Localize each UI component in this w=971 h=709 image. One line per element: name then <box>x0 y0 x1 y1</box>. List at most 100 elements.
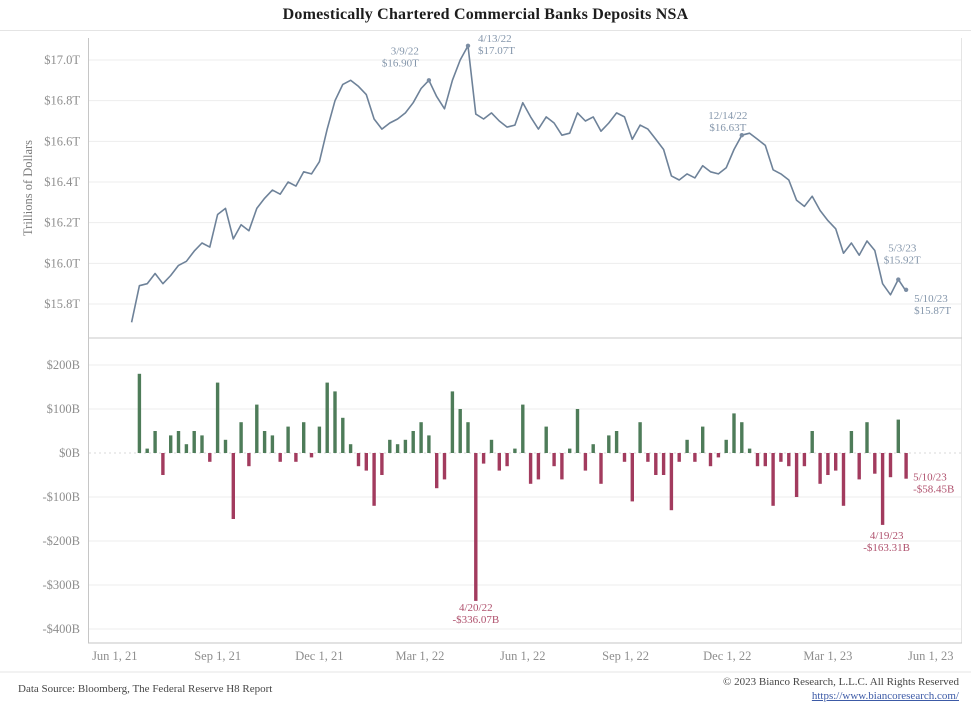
y-tick-label-top: $16.6T <box>44 134 80 148</box>
line-annotation: 5/10/23$15.87T <box>914 293 951 317</box>
annotation-marker <box>465 43 471 48</box>
y-tick-label-bottom: -$200B <box>43 534 81 548</box>
change-bar <box>341 417 345 453</box>
gridlines <box>0 30 971 630</box>
change-bar <box>810 431 814 453</box>
change-bar <box>544 426 548 453</box>
change-bar <box>474 453 478 601</box>
change-bar <box>466 422 470 453</box>
change-bar <box>481 453 486 464</box>
copyright-text: © 2023 Bianco Research, L.L.C. All Right… <box>723 676 959 688</box>
annotation-value: $15.87T <box>914 305 951 317</box>
change-bar <box>599 453 603 484</box>
change-bar <box>505 453 509 467</box>
change-bar <box>333 391 337 453</box>
change-bar <box>904 453 908 479</box>
change-bar <box>192 431 196 453</box>
annotation-value: $15.92T <box>884 255 921 267</box>
change-bar <box>740 422 744 453</box>
change-bar <box>513 448 517 453</box>
change-bar <box>450 391 455 453</box>
annotation-date: 5/3/23 <box>888 243 917 255</box>
change-bar <box>575 409 580 453</box>
line-annotation: 4/13/22$17.07T <box>478 33 515 57</box>
change-bar <box>364 453 368 471</box>
change-bar <box>607 435 611 453</box>
change-bar <box>724 439 728 453</box>
change-bar <box>208 453 212 462</box>
y-tick-label-top: $17.0T <box>44 53 80 67</box>
change-bar <box>239 422 243 453</box>
change-bar <box>521 404 525 453</box>
annotation-marker <box>903 287 909 292</box>
x-tick-label: Sep 1, 22 <box>602 649 649 663</box>
annotation-date: 4/19/23 <box>870 530 904 542</box>
change-bar <box>560 453 564 480</box>
bianco-research-link[interactable]: https://www.biancoresearch.com/ <box>811 690 959 702</box>
deposits-line-path <box>130 45 907 323</box>
x-tick-label: Jun 1, 21 <box>92 649 138 663</box>
change-bar <box>317 426 322 453</box>
change-bar <box>411 431 415 453</box>
y-tick-label-bottom: -$400B <box>43 622 81 636</box>
y-tick-label-bottom: -$300B <box>43 578 81 592</box>
line-annotations: 3/9/22$16.90T 4/13/22$17.07T 12/14/22$16.6… <box>382 33 951 317</box>
change-bar <box>215 382 220 453</box>
annotation-value: -$336.07B <box>452 614 499 626</box>
y-tick-label-top: $15.8T <box>44 297 80 311</box>
weekly-change-bars <box>137 373 908 601</box>
y-tick-label-top: $16.2T <box>44 216 80 230</box>
change-bar <box>888 453 893 478</box>
change-bar <box>223 439 228 453</box>
change-bar <box>442 453 447 480</box>
change-bar <box>309 453 314 458</box>
change-bar <box>661 453 666 475</box>
change-bar <box>435 453 439 489</box>
annotation-marker <box>426 78 432 83</box>
change-bar <box>755 453 760 467</box>
y-axis-labels: $17.0T $16.8T $16.6T $16.4T $16.2T $16.0T $15.… <box>21 53 80 636</box>
annotation-date: 12/14/22 <box>708 110 747 122</box>
x-tick-label: Dec 1, 22 <box>703 649 751 663</box>
line-annotation: 12/14/22$16.63T <box>708 110 747 134</box>
change-bar <box>388 439 392 453</box>
annotation-marker <box>739 133 744 138</box>
bar-annotation: 5/10/23-$58.45B <box>913 472 954 496</box>
change-bar <box>419 422 423 453</box>
change-bar <box>231 453 235 519</box>
change-bar <box>622 453 627 462</box>
change-bar <box>380 453 384 475</box>
bar-annotation: 4/20/22-$336.07B <box>452 602 499 626</box>
bar-annotation: 4/19/23-$163.31B <box>863 530 910 554</box>
change-bar <box>669 453 674 511</box>
change-bar <box>677 453 681 462</box>
change-bar <box>262 431 267 453</box>
change-bar <box>458 409 462 453</box>
change-bar <box>536 453 541 480</box>
change-bar <box>528 453 533 484</box>
x-tick-label: Dec 1, 21 <box>295 649 343 663</box>
change-bar <box>278 453 282 462</box>
change-bar <box>685 439 689 453</box>
change-bar <box>880 453 885 525</box>
change-bar <box>294 453 298 462</box>
x-tick-label: Jun 1, 22 <box>500 649 546 663</box>
change-bar <box>169 435 173 453</box>
bar-annotations: 4/20/22-$336.07B4/19/23-$163.31B5/10/23-… <box>452 472 954 626</box>
change-bar <box>184 444 189 453</box>
change-bar <box>732 413 736 453</box>
change-bar <box>153 431 157 453</box>
change-bar <box>270 435 275 453</box>
change-bar <box>372 453 376 506</box>
change-bar <box>552 453 556 467</box>
annotation-marker <box>896 277 901 282</box>
change-bar <box>200 435 204 453</box>
change-bar <box>583 453 588 471</box>
annotation-date: 5/10/23 <box>913 472 947 484</box>
change-bar <box>348 444 353 453</box>
annotation-date: 3/9/22 <box>391 45 419 57</box>
change-bar <box>302 422 306 453</box>
change-bar <box>427 435 431 453</box>
line-annotation: 5/3/23$15.92T <box>884 243 921 267</box>
